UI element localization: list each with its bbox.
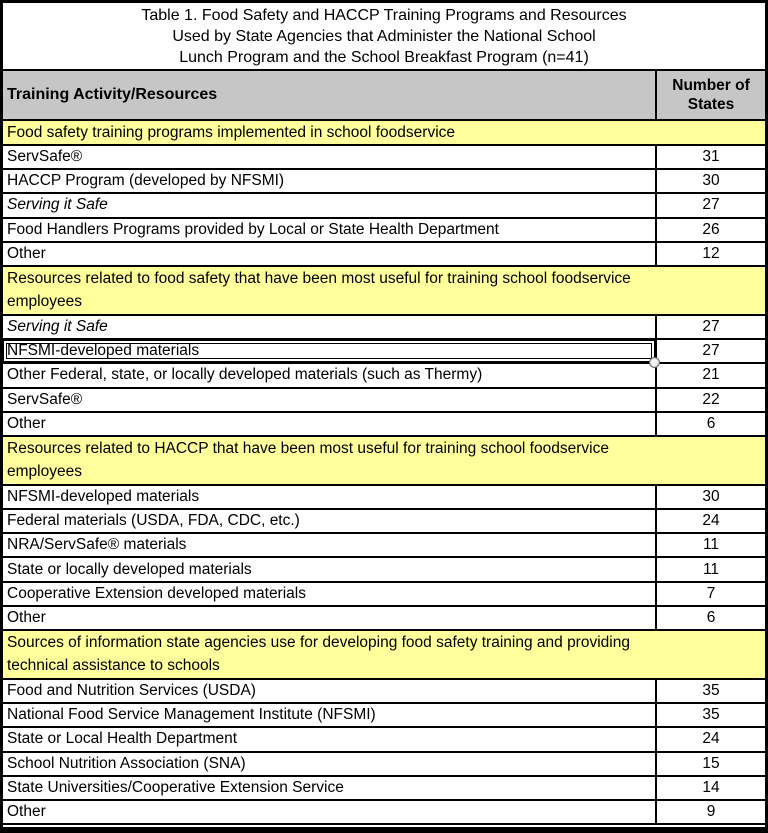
activity-cell[interactable]: Serving it Safe bbox=[7, 318, 108, 336]
table-row: Other 9 bbox=[3, 800, 765, 826]
table-row: Cooperative Extension developed material… bbox=[3, 582, 765, 607]
section-heading-line: Food safety training programs implemente… bbox=[7, 124, 456, 141]
section-heading-line: technical assistance to schools bbox=[7, 657, 220, 674]
table-row: NRA/ServSafe® materials 11 bbox=[3, 534, 765, 559]
count-cell[interactable]: 6 bbox=[655, 606, 765, 629]
section-heading-row: Sources of information state agencies us… bbox=[3, 631, 765, 680]
count-cell[interactable]: 26 bbox=[655, 218, 765, 241]
activity-cell[interactable]: Other bbox=[7, 803, 46, 821]
activity-cell[interactable]: Other bbox=[7, 244, 46, 262]
table-row: ServSafe® 22 bbox=[3, 388, 765, 413]
column-header-count: Number of States bbox=[655, 71, 765, 119]
section-heading-row: Resources related to food safety that ha… bbox=[3, 266, 765, 316]
activity-cell[interactable]: ServSafe® bbox=[7, 148, 83, 166]
table-row: State or Local Health Department 24 bbox=[3, 728, 765, 753]
table-row: ServSafe® 31 bbox=[3, 146, 765, 171]
count-cell[interactable]: 12 bbox=[655, 242, 765, 265]
table-row: Federal materials (USDA, FDA, CDC, etc.)… bbox=[3, 510, 765, 535]
table-body: Food safety training programs implemente… bbox=[3, 121, 765, 826]
table-row: Serving it Safe 27 bbox=[3, 315, 765, 341]
table-row: State or locally developed materials 11 bbox=[3, 558, 765, 583]
activity-cell[interactable]: State or Local Health Department bbox=[7, 730, 238, 748]
activity-cell[interactable]: NRA/ServSafe® materials bbox=[7, 536, 187, 554]
table-row: Food Handlers Programs provided by Local… bbox=[3, 218, 765, 243]
table-row: NFSMI-developed materials 27 bbox=[3, 340, 765, 369]
count-cell[interactable]: 31 bbox=[655, 146, 765, 169]
table-row: National Food Service Management Institu… bbox=[3, 704, 765, 729]
activity-cell[interactable]: Other Federal, state, or locally develop… bbox=[7, 366, 483, 384]
count-cell[interactable]: 24 bbox=[655, 728, 765, 751]
table-row: Food and Nutrition Services (USDA) 35 bbox=[3, 680, 765, 705]
count-cell[interactable]: 30 bbox=[655, 170, 765, 193]
table-row: HACCP Program (developed by NFSMI) 30 bbox=[3, 170, 765, 195]
activity-cell[interactable]: State Universities/Cooperative Extension… bbox=[7, 778, 344, 796]
activity-cell[interactable]: School Nutrition Association (SNA) bbox=[7, 754, 246, 772]
count-cell[interactable]: 21 bbox=[655, 364, 765, 387]
section-heading-line: Resources related to food safety that ha… bbox=[7, 269, 631, 287]
table-row: State Universities/Cooperative Extension… bbox=[3, 776, 765, 801]
table-row: Other Federal, state, or locally develop… bbox=[3, 364, 765, 389]
cell-resize-handle[interactable] bbox=[649, 357, 660, 369]
section-heading-row: Food safety training programs implemente… bbox=[3, 121, 765, 146]
count-cell[interactable]: 24 bbox=[655, 510, 765, 533]
table-title-line: Used by State Agencies that Administer t… bbox=[172, 27, 596, 45]
table-row: Other 6 bbox=[3, 606, 765, 631]
count-cell[interactable]: 27 bbox=[655, 340, 765, 363]
table-row: School Nutrition Association (SNA) 15 bbox=[3, 752, 765, 777]
activity-cell[interactable]: ServSafe® bbox=[7, 390, 83, 408]
section-heading-row: Resources related to HACCP that have bee… bbox=[3, 436, 765, 486]
count-cell[interactable]: 35 bbox=[655, 704, 765, 727]
count-cell[interactable]: 27 bbox=[655, 194, 765, 217]
activity-cell[interactable]: National Food Service Management Institu… bbox=[7, 706, 376, 724]
activity-cell[interactable]: Federal materials (USDA, FDA, CDC, etc.) bbox=[7, 512, 300, 530]
count-cell[interactable]: 9 bbox=[655, 800, 765, 824]
table-header-row: Training Activity/Resources Number of St… bbox=[3, 71, 765, 121]
count-cell[interactable]: 22 bbox=[655, 388, 765, 411]
table-title-line: Table 1. Food Safety and HACCP Training … bbox=[141, 6, 627, 24]
count-cell[interactable]: 15 bbox=[655, 752, 765, 775]
table-row: Other 12 bbox=[3, 242, 765, 267]
count-cell[interactable]: 11 bbox=[655, 558, 765, 581]
table-row: Serving it Safe 27 bbox=[3, 194, 765, 219]
table-row: NFSMI-developed materials 30 bbox=[3, 485, 765, 511]
section-heading-line: employees bbox=[7, 462, 82, 480]
count-cell[interactable]: 35 bbox=[655, 680, 765, 703]
count-cell[interactable]: 30 bbox=[655, 485, 765, 509]
activity-cell[interactable]: Serving it Safe bbox=[7, 196, 108, 214]
activity-cell[interactable]: Other bbox=[7, 414, 46, 432]
section-heading-line: Resources related to HACCP that have bee… bbox=[7, 439, 609, 457]
column-header-activity: Training Activity/Resources bbox=[7, 86, 218, 103]
activity-cell[interactable]: Food Handlers Programs provided by Local… bbox=[7, 220, 499, 238]
activity-cell-selected[interactable]: NFSMI-developed materials bbox=[3, 340, 655, 362]
table-title: Table 1. Food Safety and HACCP Training … bbox=[3, 3, 765, 71]
activity-cell[interactable]: HACCP Program (developed by NFSMI) bbox=[7, 172, 285, 190]
count-cell[interactable]: 14 bbox=[655, 776, 765, 799]
count-cell[interactable]: 6 bbox=[655, 412, 765, 435]
count-cell[interactable]: 27 bbox=[655, 315, 765, 339]
activity-cell[interactable]: Food and Nutrition Services (USDA) bbox=[7, 682, 256, 700]
activity-cell[interactable]: Other bbox=[7, 608, 46, 626]
section-heading-line: Sources of information state agencies us… bbox=[7, 634, 630, 651]
activity-cell[interactable]: State or locally developed materials bbox=[7, 560, 252, 578]
count-cell[interactable]: 7 bbox=[655, 582, 765, 605]
table-title-line: Lunch Program and the School Breakfast P… bbox=[179, 48, 589, 66]
count-cell[interactable]: 11 bbox=[655, 534, 765, 557]
activity-cell[interactable]: Cooperative Extension developed material… bbox=[7, 584, 306, 602]
section-heading-line: employees bbox=[7, 292, 82, 310]
table-row: Other 6 bbox=[3, 412, 765, 437]
activity-cell[interactable]: NFSMI-developed materials bbox=[7, 487, 200, 505]
